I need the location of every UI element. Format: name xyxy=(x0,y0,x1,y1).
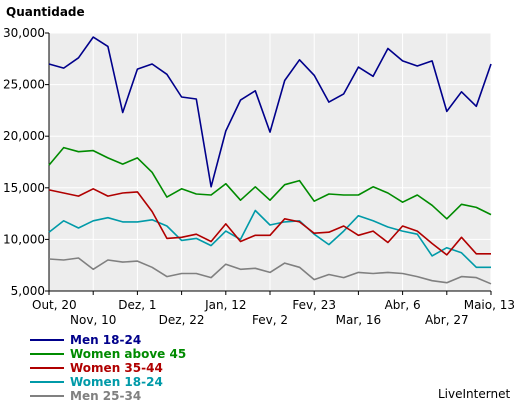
grid-lines xyxy=(48,32,492,292)
tick-labels: 5,000 10,000 15,000 20,000 25,000 30,000 Out, … xyxy=(3,26,515,327)
legend-label: Men 25-34 xyxy=(70,389,141,403)
legend-item-women-35-44: Women 35-44 xyxy=(30,361,163,375)
legend-item-men-25-34: Men 25-34 xyxy=(30,389,141,403)
x-tick-label: Dez, 22 xyxy=(159,313,205,327)
x-tick-label: Out, 20 xyxy=(32,298,77,312)
y-tick-label: 5,000 xyxy=(11,284,45,298)
legend-label: Men 18-24 xyxy=(70,333,141,347)
x-tick-label: Dez, 1 xyxy=(118,298,156,312)
series-line-women-35-44 xyxy=(48,188,491,256)
y-tick-label: 15,000 xyxy=(3,181,45,195)
y-tick-label: 20,000 xyxy=(3,129,45,143)
x-tick-label: Nov, 10 xyxy=(70,313,116,327)
x-tick-label: Fev, 23 xyxy=(292,298,336,312)
legend-item-women-18-24: Women 18-24 xyxy=(30,375,163,389)
x-tick-label: Abr, 27 xyxy=(425,313,469,327)
legend-label: Women 18-24 xyxy=(70,375,163,389)
series-lines xyxy=(48,36,492,285)
series-line-women-18-24 xyxy=(48,209,491,269)
x-tick-label: Maio, 13 xyxy=(464,298,515,312)
legend-label: Women 35-44 xyxy=(70,361,163,375)
series-line-men-25-34 xyxy=(48,257,492,285)
x-tick-label: Jan, 12 xyxy=(204,298,246,312)
y-tick-label: 10,000 xyxy=(3,232,45,246)
axes xyxy=(45,32,492,295)
series-line-women-above-45 xyxy=(48,146,492,220)
legend-label: Women above 45 xyxy=(70,347,186,361)
x-tick-label: Abr, 6 xyxy=(385,298,421,312)
x-tick-label: Fev, 2 xyxy=(252,313,288,327)
credit-text: LiveInternet xyxy=(438,387,510,401)
series-line-men-18-24 xyxy=(48,36,492,188)
legend-item-men-18-24: Men 18-24 xyxy=(30,333,141,347)
y-tick-label: 30,000 xyxy=(3,26,45,40)
legend-item-women-above-45: Women above 45 xyxy=(30,347,186,361)
x-tick-label: Mar, 16 xyxy=(336,313,382,327)
y-axis-title: Quantidade xyxy=(6,5,85,19)
y-tick-label: 25,000 xyxy=(3,78,45,92)
